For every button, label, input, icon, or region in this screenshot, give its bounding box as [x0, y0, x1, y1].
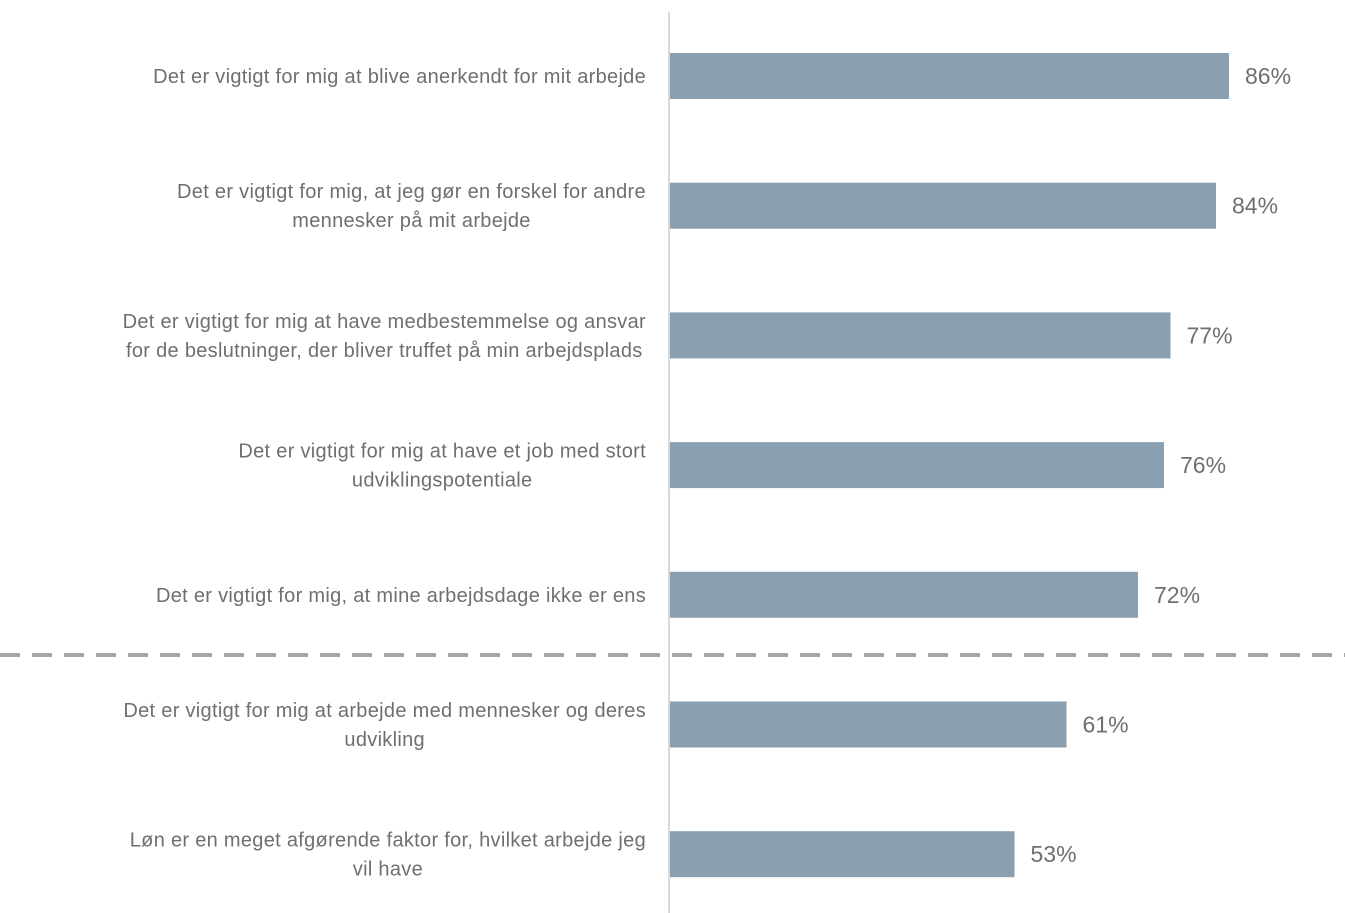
bar	[670, 312, 1171, 359]
category-label-line: Det er vigtigt for mig at have medbestem…	[123, 311, 646, 333]
category-label-line: vil have	[353, 859, 423, 881]
value-label: 61%	[1083, 712, 1129, 738]
category-label: Det er vigtigt for mig, at mine arbejdsd…	[156, 585, 646, 607]
category-label-line: udvikling	[344, 729, 425, 751]
bar	[670, 831, 1015, 878]
category-label-line: Det er vigtigt for mig at arbejde med me…	[123, 700, 646, 722]
bar	[670, 571, 1138, 618]
bar	[670, 442, 1164, 489]
category-label-line: Løn er en meget afgørende faktor for, hv…	[130, 830, 646, 852]
category-label-line: Det er vigtigt for mig at blive anerkend…	[153, 66, 646, 88]
value-label: 84%	[1232, 193, 1278, 219]
category-label-line: Det er vigtigt for mig, at mine arbejdsd…	[156, 585, 646, 607]
category-label-line: Det er vigtigt for mig, at jeg gør en fo…	[177, 181, 646, 203]
category-label: Det er vigtigt for mig at have et job me…	[238, 441, 646, 492]
value-label: 72%	[1154, 582, 1200, 608]
category-label-line: mennesker på mit arbejde	[292, 210, 530, 232]
value-labels-group: 86% 84% 77% 76% 72% 61% 53%	[1031, 63, 1292, 867]
value-label: 53%	[1031, 841, 1077, 867]
category-label-line: Det er vigtigt for mig at have et job me…	[238, 441, 646, 463]
category-label: Løn er en meget afgørende faktor for, hv…	[130, 830, 646, 881]
category-label-line: for de beslutninger, der bliver truffet …	[126, 340, 643, 362]
category-label: Det er vigtigt for mig at arbejde med me…	[123, 700, 646, 751]
bar	[670, 701, 1067, 748]
category-label: Det er vigtigt for mig, at jeg gør en fo…	[177, 181, 646, 232]
value-label: 86%	[1245, 63, 1291, 89]
category-label: Det er vigtigt for mig at have medbestem…	[123, 311, 646, 362]
bar	[670, 53, 1229, 99]
category-label: Det er vigtigt for mig at blive anerkend…	[153, 66, 646, 88]
category-label-line: udviklingspotentiale	[352, 470, 533, 492]
category-labels-group: Det er vigtigt for mig at blive anerkend…	[123, 66, 646, 881]
value-label: 76%	[1180, 452, 1226, 478]
bar	[670, 182, 1216, 229]
value-label: 77%	[1187, 322, 1233, 348]
bars-group	[670, 53, 1229, 878]
